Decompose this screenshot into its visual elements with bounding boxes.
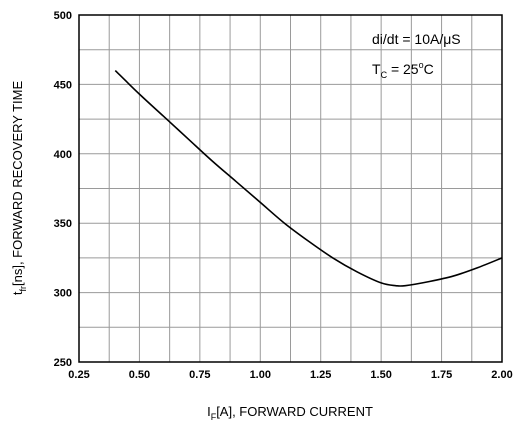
tc-value: = 25 — [387, 61, 419, 77]
tc-unit: C — [424, 61, 434, 77]
case-temperature-annotation: TC = 25oC — [372, 60, 434, 80]
y-axis-label: tfr[ns], FORWARD RECOVERY TIME — [10, 81, 28, 296]
y-axis-subscript: fr — [18, 286, 28, 292]
y-tick-label: 450 — [54, 79, 72, 91]
x-tick-label: 1.25 — [310, 369, 331, 381]
x-tick-label: 2.00 — [491, 369, 512, 381]
y-tick-label: 400 — [54, 149, 72, 161]
x-tick-labels: 0.25 0.50 0.75 1.00 1.25 1.50 1.75 2.00 — [68, 369, 512, 381]
plot-frame — [78, 14, 503, 363]
didt-annotation: di/dt = 10A/μS — [372, 31, 461, 47]
y-axis-text: [ns], FORWARD RECOVERY TIME — [10, 81, 25, 286]
x-axis-subscript: F — [211, 412, 217, 422]
x-axis-symbol: I — [207, 404, 211, 419]
tc-symbol: T — [372, 61, 381, 77]
y-tick-label: 500 — [54, 10, 72, 22]
x-axis-text: [A], FORWARD CURRENT — [216, 404, 373, 419]
x-tick-label: 0.25 — [68, 369, 89, 381]
x-tick-label: 1.75 — [431, 369, 452, 381]
series-line — [114, 69, 503, 287]
series-layer — [114, 69, 503, 287]
tc-degree: o — [419, 60, 424, 70]
grid — [79, 15, 502, 362]
x-tick-label: 0.75 — [189, 369, 210, 381]
y-tick-label: 250 — [54, 357, 72, 369]
y-tick-label: 350 — [54, 218, 72, 230]
y-tick-label: 300 — [54, 288, 72, 300]
tc-subscript: C — [381, 70, 388, 80]
y-axis-symbol: t — [10, 291, 25, 295]
x-tick-label: 1.50 — [370, 369, 391, 381]
x-tick-label: 1.00 — [250, 369, 271, 381]
y-tick-labels: 250 300 350 400 450 500 — [54, 10, 72, 369]
x-tick-label: 0.50 — [129, 369, 150, 381]
x-axis-label: IF[A], FORWARD CURRENT — [207, 404, 373, 422]
